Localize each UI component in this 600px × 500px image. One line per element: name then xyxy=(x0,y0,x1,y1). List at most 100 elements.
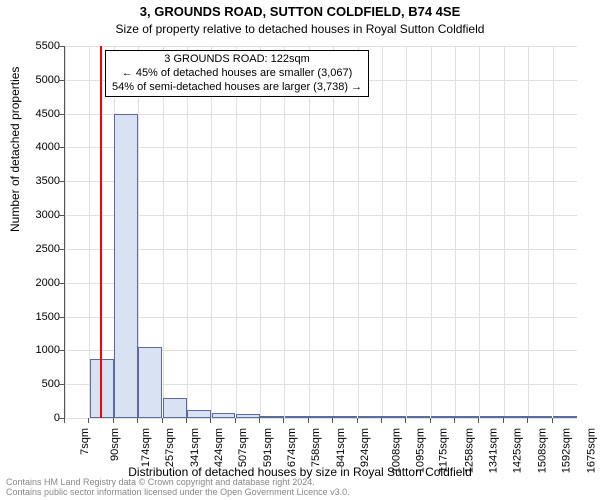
annotation-line: ← 45% of detached houses are smaller (3,… xyxy=(112,67,362,81)
x-tick-label: 1341sqm xyxy=(487,428,499,473)
y-tick-label: 3500 xyxy=(20,175,60,187)
histogram-bar xyxy=(333,416,357,418)
gridline-h xyxy=(65,181,577,182)
gridline-v xyxy=(455,46,456,418)
y-tick-mark xyxy=(59,249,64,250)
x-tick-mark xyxy=(162,418,163,423)
x-tick-label: 341sqm xyxy=(189,428,201,467)
x-tick-label: 1258sqm xyxy=(463,428,475,473)
property-marker-line xyxy=(100,46,102,418)
x-tick-label: 1508sqm xyxy=(536,428,548,473)
x-tick-mark xyxy=(210,418,211,423)
histogram-bar xyxy=(212,413,236,418)
x-tick-label: 174sqm xyxy=(140,428,152,467)
x-tick-mark xyxy=(113,418,114,423)
gridline-h xyxy=(65,147,577,148)
x-tick-label: 591sqm xyxy=(262,428,274,467)
gridline-v xyxy=(479,46,480,418)
x-tick-mark xyxy=(478,418,479,423)
annotation-box: 3 GROUNDS ROAD: 122sqm← 45% of detached … xyxy=(105,50,369,97)
histogram-bar xyxy=(358,416,382,418)
y-tick-label: 2000 xyxy=(20,277,60,289)
x-tick-label: 1175sqm xyxy=(438,428,450,472)
y-tick-label: 1500 xyxy=(20,311,60,323)
x-tick-mark xyxy=(405,418,406,423)
y-tick-mark xyxy=(59,350,64,351)
plot-area: 3 GROUNDS ROAD: 122sqm← 45% of detached … xyxy=(64,46,577,419)
x-tick-mark xyxy=(64,418,65,423)
y-tick-mark xyxy=(59,283,64,284)
gridline-v xyxy=(65,46,66,418)
histogram-bar xyxy=(504,416,528,418)
gridline-v xyxy=(553,46,554,418)
histogram-bar xyxy=(382,416,406,418)
y-tick-mark xyxy=(59,215,64,216)
x-tick-label: 7sqm xyxy=(79,428,91,455)
y-tick-label: 500 xyxy=(20,378,60,390)
x-tick-mark xyxy=(503,418,504,423)
y-tick-mark xyxy=(59,80,64,81)
annotation-line: 54% of semi-detached houses are larger (… xyxy=(112,81,362,95)
gridline-v xyxy=(211,46,212,418)
x-tick-mark xyxy=(527,418,528,423)
gridline-v xyxy=(333,46,334,418)
gridline-v xyxy=(431,46,432,418)
gridline-v xyxy=(284,46,285,418)
gridline-h xyxy=(65,114,577,115)
y-tick-mark xyxy=(59,384,64,385)
y-tick-label: 3000 xyxy=(20,209,60,221)
histogram-bar xyxy=(431,416,455,418)
histogram-bar xyxy=(407,416,431,418)
x-tick-label: 507sqm xyxy=(237,428,249,467)
x-tick-label: 758sqm xyxy=(311,428,323,467)
y-tick-label: 0 xyxy=(20,412,60,424)
chart-container: 3, GROUNDS ROAD, SUTTON COLDFIELD, B74 4… xyxy=(0,0,600,500)
gridline-v xyxy=(406,46,407,418)
y-tick-label: 5500 xyxy=(20,40,60,52)
histogram-bar xyxy=(114,114,138,418)
x-tick-label: 424sqm xyxy=(213,428,225,467)
x-tick-mark xyxy=(552,418,553,423)
x-tick-mark xyxy=(186,418,187,423)
histogram-bar xyxy=(260,416,284,418)
x-tick-mark xyxy=(454,418,455,423)
gridline-v xyxy=(236,46,237,418)
gridline-v xyxy=(163,46,164,418)
gridline-v xyxy=(382,46,383,418)
histogram-bar xyxy=(187,410,211,418)
x-tick-label: 1425sqm xyxy=(512,428,524,473)
chart-title: 3, GROUNDS ROAD, SUTTON COLDFIELD, B74 4… xyxy=(0,4,600,19)
y-tick-label: 4000 xyxy=(20,141,60,153)
histogram-bar xyxy=(528,416,552,418)
annotation-line: 3 GROUNDS ROAD: 122sqm xyxy=(112,53,362,67)
x-tick-mark xyxy=(137,418,138,423)
x-tick-mark xyxy=(357,418,358,423)
gridline-v xyxy=(309,46,310,418)
x-tick-label: 1095sqm xyxy=(414,428,426,473)
x-tick-label: 1675sqm xyxy=(585,428,597,473)
x-tick-mark xyxy=(259,418,260,423)
y-tick-label: 2500 xyxy=(20,243,60,255)
x-tick-mark xyxy=(308,418,309,423)
x-tick-label: 1592sqm xyxy=(561,428,573,473)
x-tick-mark xyxy=(235,418,236,423)
gridline-h xyxy=(65,317,577,318)
histogram-bar xyxy=(553,416,577,418)
footer-attribution: Contains HM Land Registry data © Crown c… xyxy=(6,478,350,498)
y-tick-mark xyxy=(59,317,64,318)
gridline-v xyxy=(504,46,505,418)
histogram-bar xyxy=(236,414,260,418)
histogram-bar xyxy=(480,416,504,418)
y-tick-label: 1000 xyxy=(20,344,60,356)
x-tick-mark xyxy=(381,418,382,423)
histogram-bar xyxy=(455,416,479,418)
gridline-v xyxy=(260,46,261,418)
gridline-h xyxy=(65,283,577,284)
x-tick-label: 1008sqm xyxy=(390,428,402,473)
chart-subtitle: Size of property relative to detached ho… xyxy=(0,22,600,36)
histogram-bar xyxy=(309,416,333,418)
histogram-bar xyxy=(138,347,162,418)
y-tick-mark xyxy=(59,46,64,47)
gridline-h xyxy=(65,215,577,216)
y-tick-label: 4500 xyxy=(20,108,60,120)
